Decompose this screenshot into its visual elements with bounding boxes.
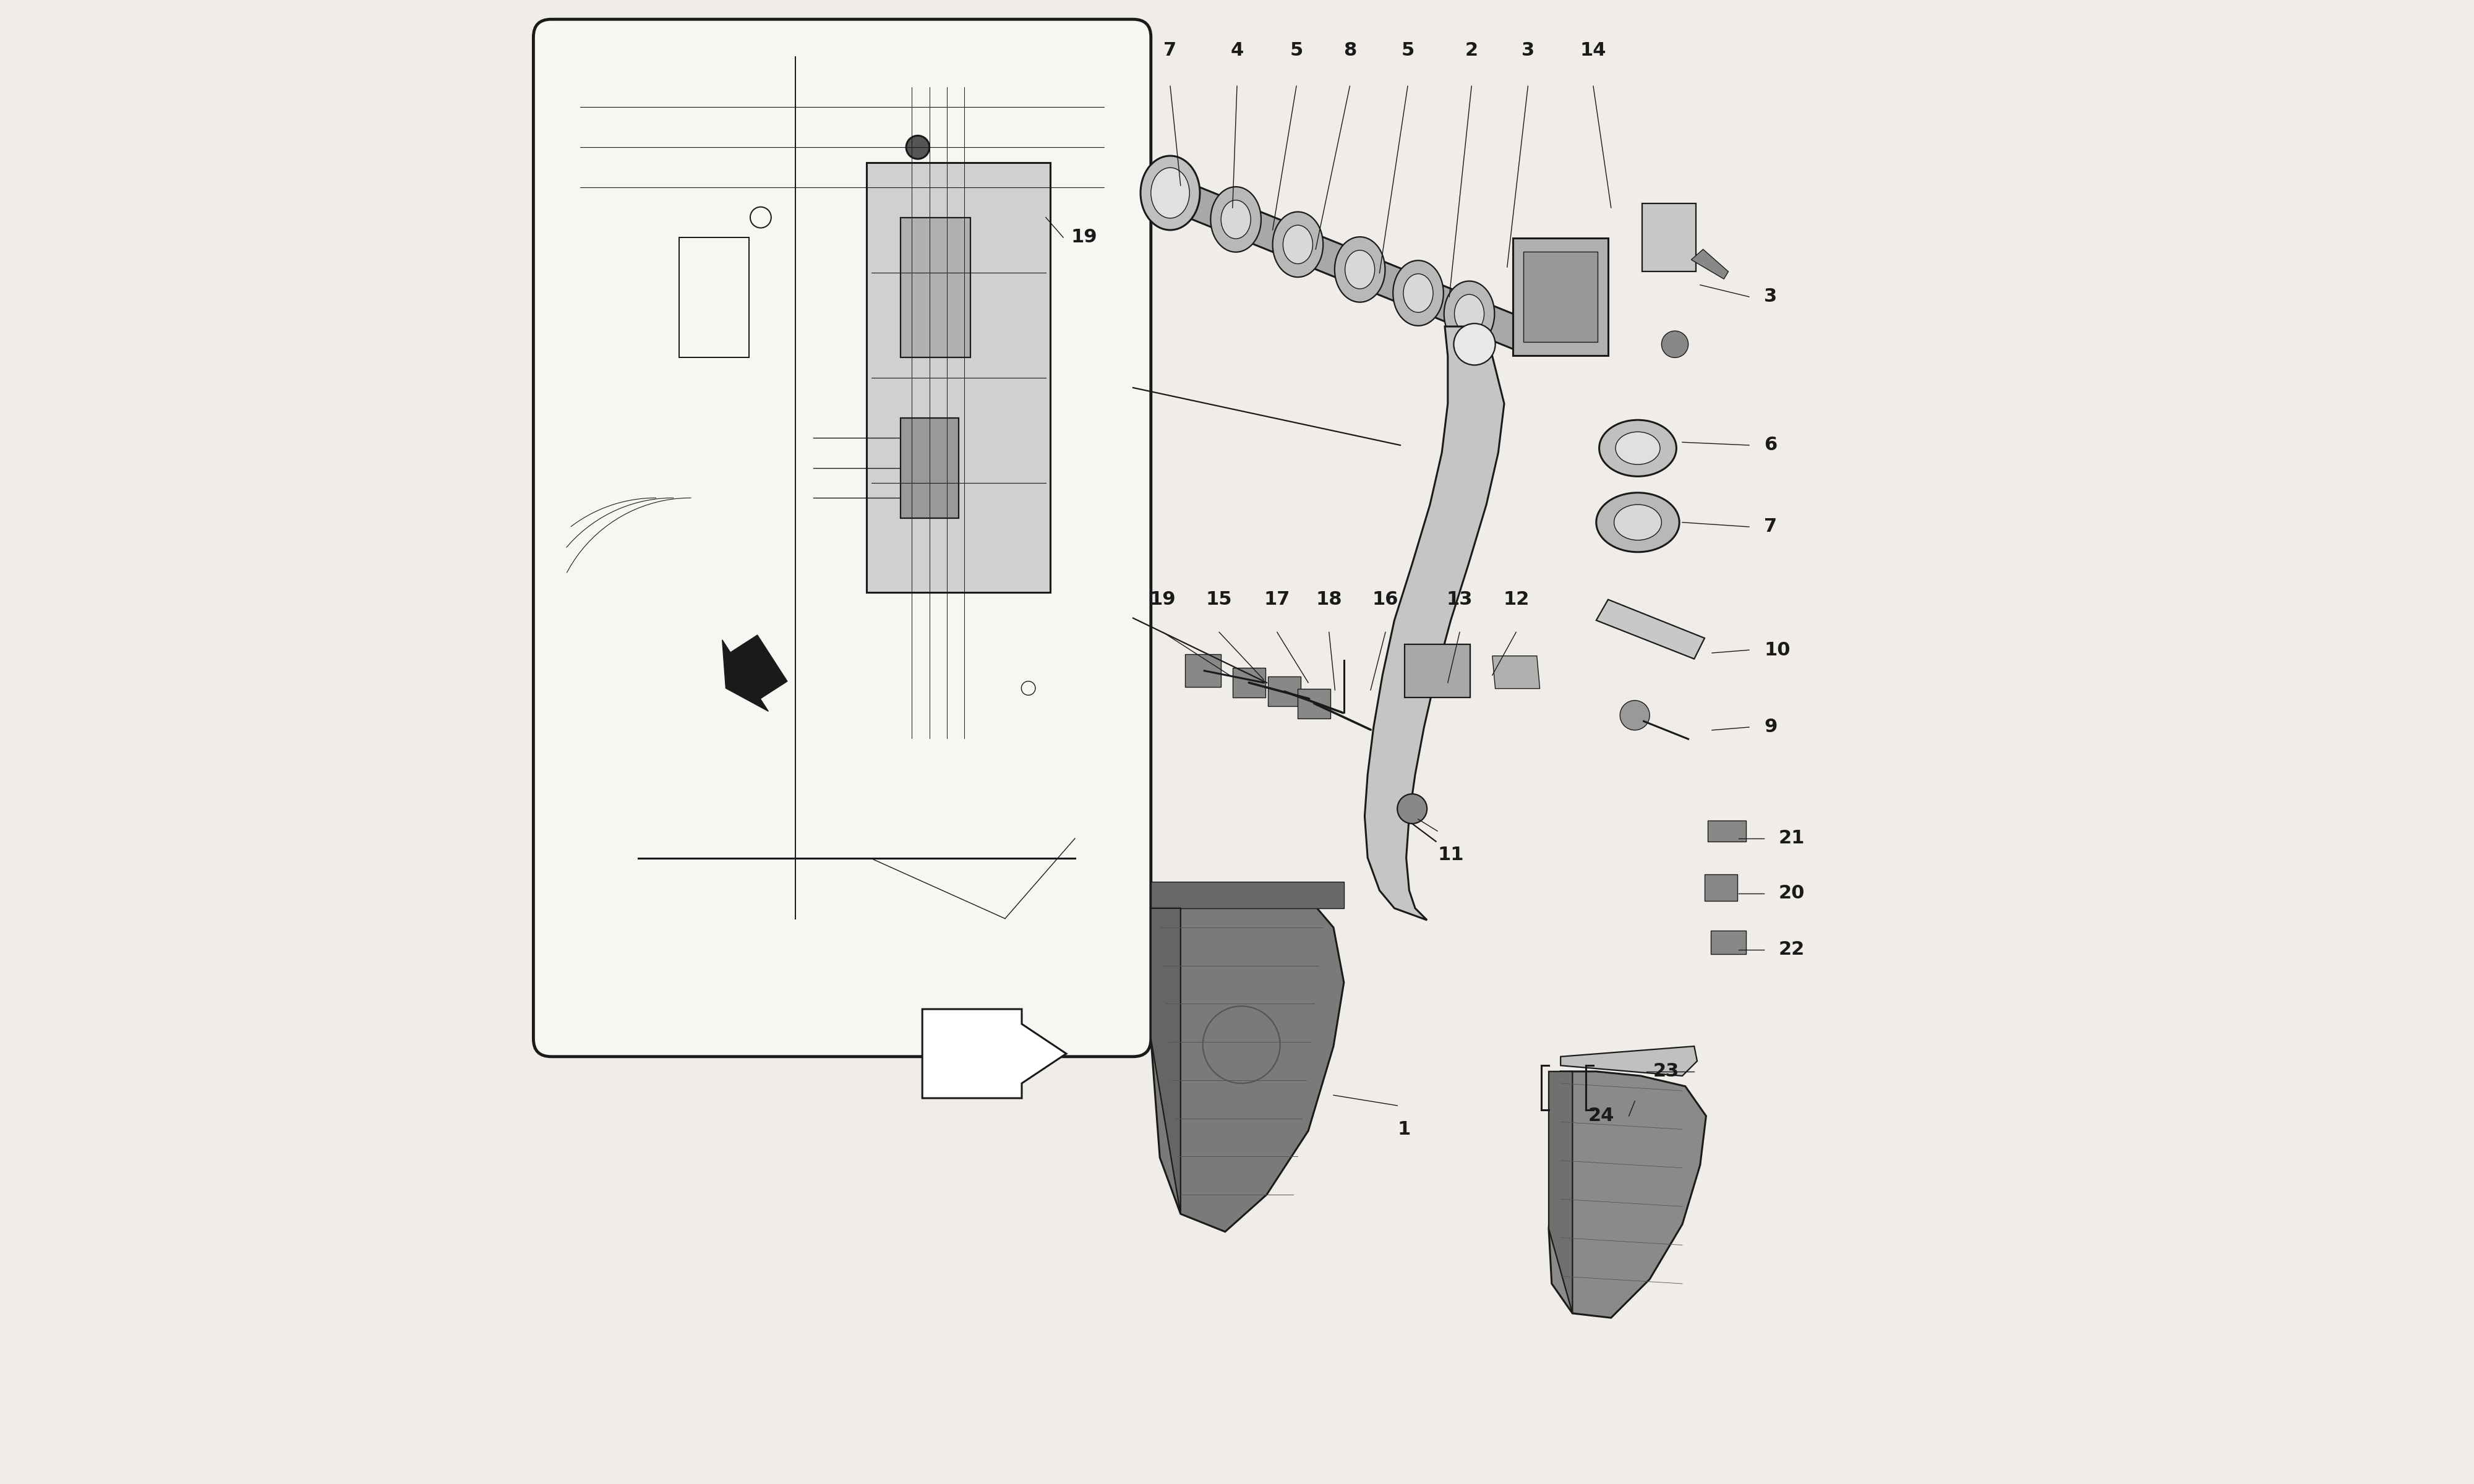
FancyBboxPatch shape (1705, 874, 1737, 901)
Circle shape (1455, 324, 1494, 365)
FancyBboxPatch shape (1269, 677, 1301, 706)
Text: 7: 7 (1163, 42, 1178, 59)
FancyBboxPatch shape (1232, 668, 1264, 697)
Text: 4: 4 (1230, 42, 1244, 59)
Polygon shape (1366, 326, 1504, 920)
Ellipse shape (1403, 275, 1432, 313)
FancyBboxPatch shape (1710, 930, 1747, 954)
Ellipse shape (1150, 168, 1190, 218)
Text: 14: 14 (1581, 42, 1606, 59)
Polygon shape (1150, 890, 1343, 1232)
Text: 5: 5 (1289, 42, 1304, 59)
Text: 24: 24 (1588, 1107, 1613, 1125)
Ellipse shape (1455, 294, 1484, 332)
Ellipse shape (1393, 261, 1442, 326)
Text: 3: 3 (1522, 42, 1534, 59)
Ellipse shape (1596, 493, 1680, 552)
Text: 15: 15 (1205, 591, 1232, 608)
FancyBboxPatch shape (1514, 237, 1608, 355)
Bar (901, 217, 970, 358)
Ellipse shape (1346, 251, 1376, 289)
Polygon shape (1692, 249, 1729, 279)
Text: 3: 3 (1764, 288, 1776, 306)
Circle shape (1620, 700, 1650, 730)
Text: 6: 6 (1764, 436, 1776, 454)
Text: 13: 13 (1447, 591, 1472, 608)
FancyBboxPatch shape (1707, 821, 1747, 841)
Text: 21: 21 (1779, 830, 1806, 847)
FancyBboxPatch shape (1299, 689, 1331, 718)
Text: 8: 8 (1343, 42, 1356, 59)
Text: 1: 1 (1398, 1120, 1410, 1138)
Text: 12: 12 (1504, 591, 1529, 608)
Text: 10: 10 (1764, 641, 1791, 659)
Polygon shape (1492, 656, 1539, 689)
Text: 22: 22 (1779, 941, 1806, 959)
FancyBboxPatch shape (1405, 644, 1470, 697)
Polygon shape (1561, 1046, 1697, 1076)
FancyBboxPatch shape (1185, 654, 1220, 687)
FancyBboxPatch shape (534, 19, 1150, 1057)
Text: 16: 16 (1373, 591, 1398, 608)
Ellipse shape (1445, 280, 1494, 346)
FancyBboxPatch shape (1524, 251, 1598, 341)
Polygon shape (1150, 908, 1180, 1214)
Polygon shape (1549, 1071, 1573, 1313)
Ellipse shape (1613, 505, 1663, 540)
Bar (1150, 881, 1343, 908)
Ellipse shape (1222, 200, 1252, 239)
Text: 19: 19 (1071, 229, 1096, 246)
Circle shape (1398, 794, 1427, 824)
FancyArrow shape (722, 635, 787, 711)
Ellipse shape (1284, 226, 1314, 264)
Bar (680, 237, 750, 358)
Circle shape (1663, 331, 1687, 358)
Bar (901, 417, 957, 518)
Text: 2: 2 (1465, 42, 1477, 59)
Ellipse shape (1141, 156, 1200, 230)
Text: 7: 7 (1764, 518, 1776, 536)
Text: 19: 19 (1150, 591, 1175, 608)
Text: 9: 9 (1764, 718, 1776, 736)
Polygon shape (1596, 600, 1705, 659)
Text: 20: 20 (1779, 884, 1806, 902)
Text: 17: 17 (1264, 591, 1289, 608)
Text: 23: 23 (1653, 1063, 1680, 1080)
Polygon shape (923, 1009, 1066, 1098)
FancyBboxPatch shape (1643, 203, 1695, 272)
Ellipse shape (1272, 212, 1324, 278)
Polygon shape (1549, 1071, 1707, 1318)
Circle shape (905, 135, 930, 159)
Ellipse shape (1616, 432, 1660, 464)
Text: 11: 11 (1437, 846, 1465, 864)
FancyBboxPatch shape (866, 163, 1051, 592)
Text: 18: 18 (1316, 591, 1343, 608)
Polygon shape (1165, 178, 1541, 355)
Ellipse shape (1333, 237, 1385, 303)
Ellipse shape (1210, 187, 1262, 252)
Text: 5: 5 (1400, 42, 1415, 59)
Ellipse shape (1598, 420, 1677, 476)
